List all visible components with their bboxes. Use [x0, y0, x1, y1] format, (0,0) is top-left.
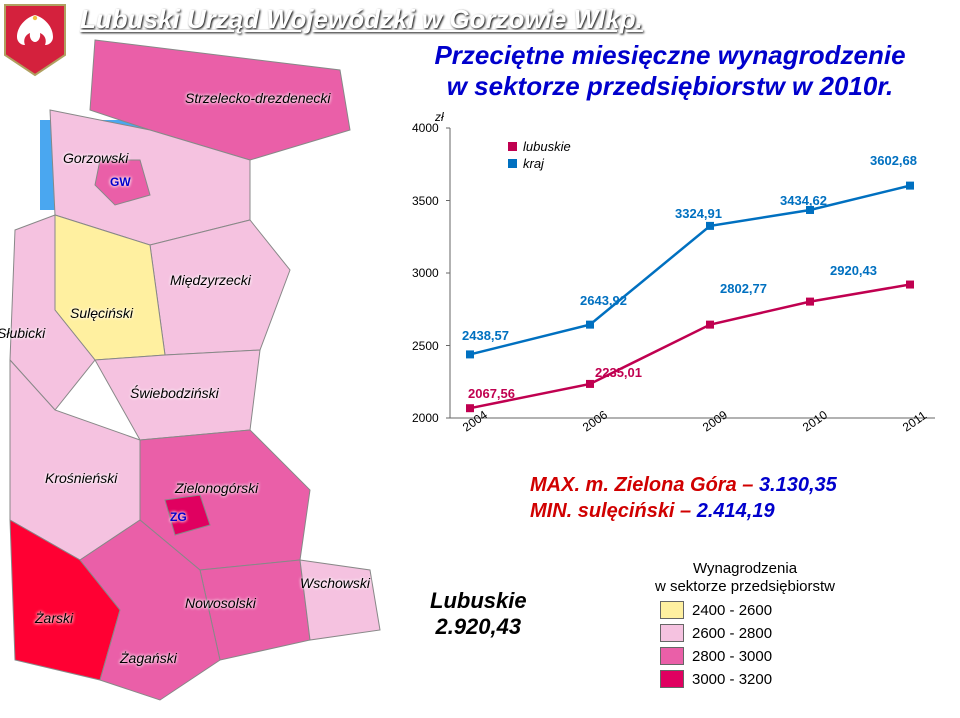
stats-max-min: MAX. m. Zielona Góra – 3.130,35 MIN. sul… [530, 472, 837, 524]
ytick: 2000 [412, 411, 439, 425]
region-label-strzelecko-drezdenecki: Strzelecko-drezdenecki [185, 90, 331, 106]
ytick: 4000 [412, 121, 439, 135]
region-label-nowosolski: Nowosolski [185, 595, 256, 611]
region-label-krośnieński: Krośnieński [45, 470, 117, 486]
region-label-gorzowski: Gorzowski [63, 150, 128, 166]
region-label-żagański: Żagański [120, 650, 177, 666]
legend-kraj: kraj [523, 156, 544, 171]
data-point-label: 2438,57 [462, 328, 509, 343]
legend-lubuskie: lubuskie [523, 139, 571, 154]
legend-swatch [660, 624, 684, 642]
legend-band-label: 2600 - 2800 [692, 625, 772, 642]
max-label: MAX. m. Zielona Góra – [530, 474, 759, 496]
data-point-label: 3434,62 [780, 193, 827, 208]
data-point-label: 2067,56 [468, 386, 515, 401]
max-value: 3.130,35 [759, 474, 837, 496]
legend-band: 3000 - 3200 [660, 670, 870, 688]
region-name: Lubuskie [430, 588, 527, 613]
min-label: MIN. sulęciński – [530, 500, 697, 522]
region-label-zielonogórski: Zielonogórski [175, 480, 258, 496]
legend-band: 2800 - 3000 [660, 647, 870, 665]
crest-logo [0, 0, 70, 80]
legend-title-2: w sektorze przedsiębiorstw [655, 578, 835, 595]
chart-legend: lubuskie kraj [500, 133, 579, 177]
ytick: 3500 [412, 194, 439, 208]
region-label-sulęciński: Sulęciński [70, 305, 133, 321]
region-label-żarski: Żarski [35, 610, 73, 626]
line-chart: zł 20002500300035004000 2004200620092010… [400, 118, 950, 448]
title-line2: w sektorze przedsiębiorstw w 2010r. [400, 71, 940, 102]
region-value: 2.920,43 [435, 614, 521, 639]
legend-swatch [660, 647, 684, 665]
legend-band-label: 2800 - 3000 [692, 648, 772, 665]
data-point-label: 2920,43 [830, 263, 877, 278]
data-point-label: 2643,92 [580, 293, 627, 308]
region-label-słubicki: Słubicki [0, 325, 45, 341]
data-point-label: 3324,91 [675, 206, 722, 221]
ytick: 3000 [412, 266, 439, 280]
region-stat: Lubuskie 2.920,43 [430, 588, 527, 641]
data-point-label: 3602,68 [870, 153, 917, 168]
min-value: 2.414,19 [697, 500, 775, 522]
map-legend: Wynagrodzenia w sektorze przedsiębiorstw… [620, 560, 870, 693]
region-label-świebodziński: Świebodziński [130, 385, 219, 401]
ytick: 2500 [412, 339, 439, 353]
page-header: Lubuski Urząd Wojewódzki w Gorzowie Wlkp… [80, 4, 643, 35]
legend-title-1: Wynagrodzenia [693, 560, 797, 577]
legend-swatch [660, 601, 684, 619]
legend-band: 2400 - 2600 [660, 601, 870, 619]
legend-swatch [660, 670, 684, 688]
legend-band-label: 2400 - 2600 [692, 602, 772, 619]
legend-band-label: 3000 - 3200 [692, 671, 772, 688]
region-label-gw: GW [110, 175, 131, 189]
region-label-międzyrzecki: Międzyrzecki [170, 272, 251, 288]
data-point-label: 2235,01 [595, 365, 642, 380]
data-point-label: 2802,77 [720, 281, 767, 296]
legend-band: 2600 - 2800 [660, 624, 870, 642]
region-label-zg: ZG [170, 510, 187, 524]
chart-title: Przeciętne miesięczne wynagrodzenie w se… [400, 40, 940, 102]
region-label-wschowski: Wschowski [300, 575, 370, 591]
title-line1: Przeciętne miesięczne wynagrodzenie [400, 40, 940, 71]
